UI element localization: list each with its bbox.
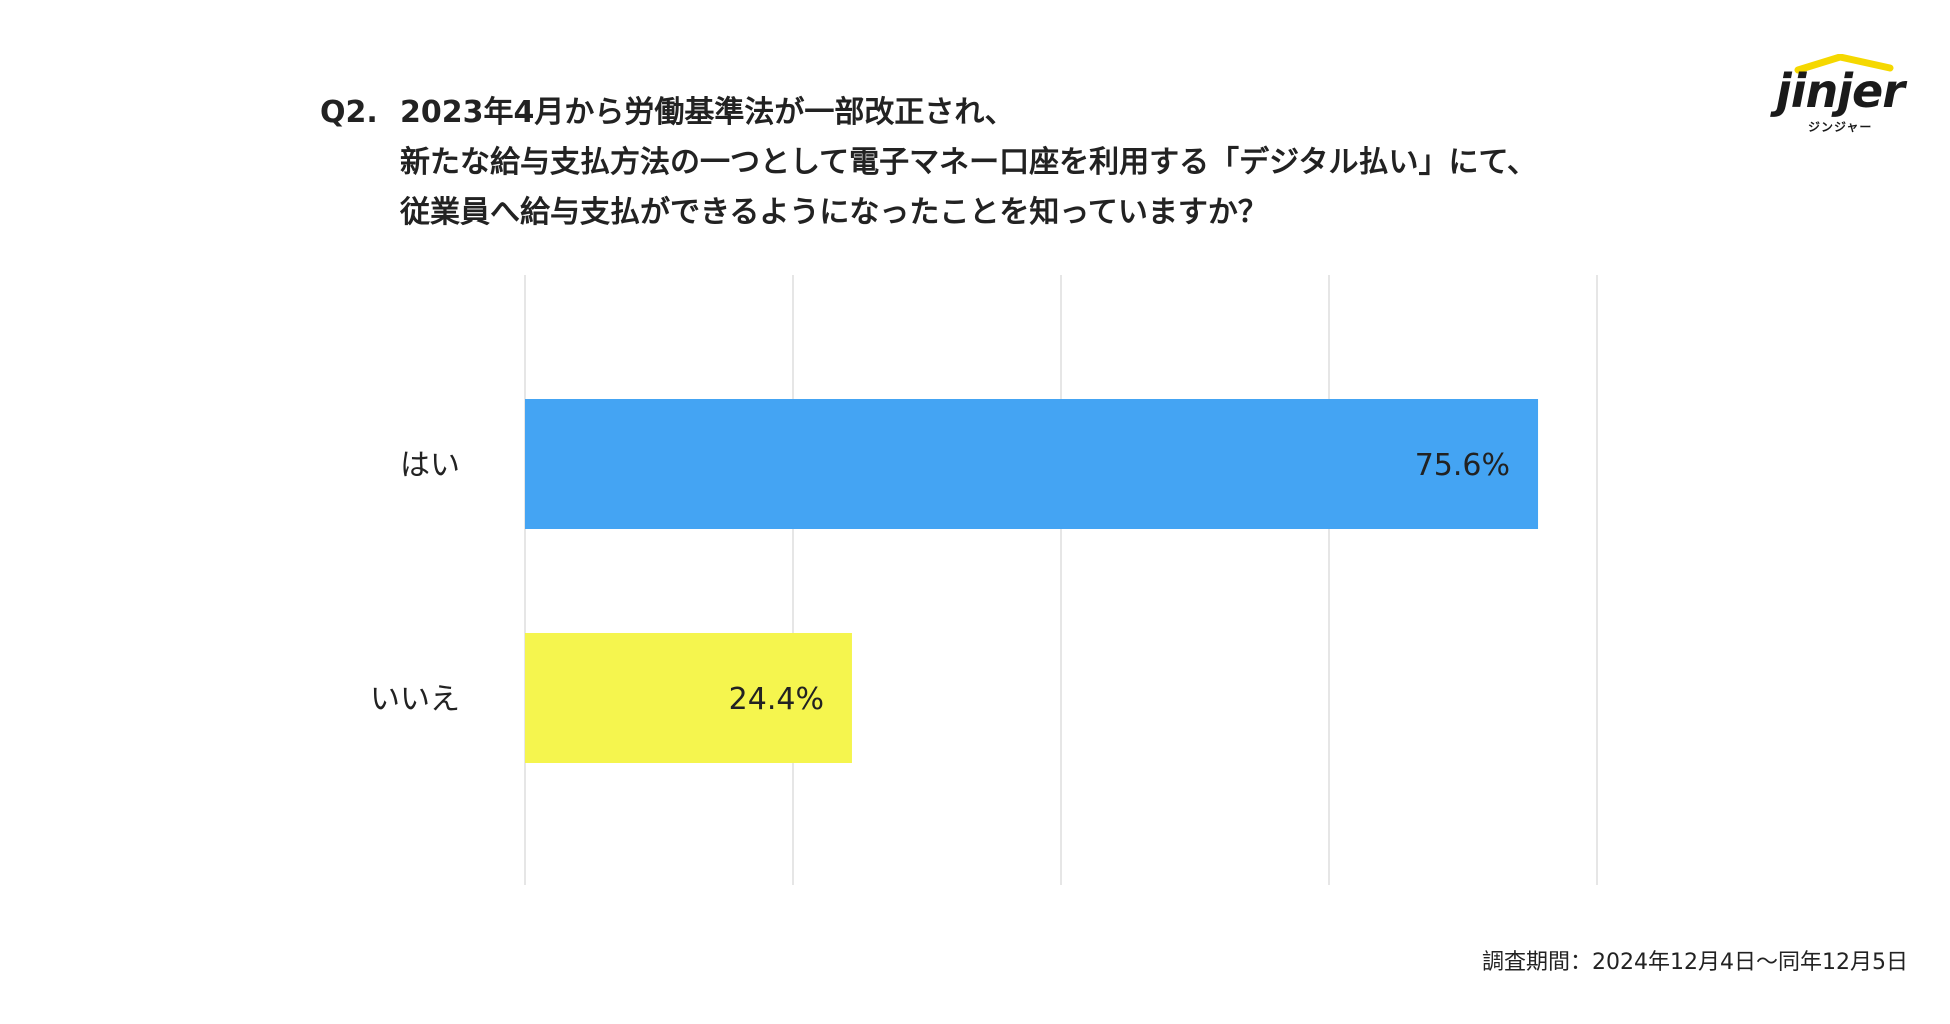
logo-kana: ジンジャー xyxy=(1808,120,1873,134)
category-label-no: いいえ xyxy=(370,682,460,717)
question-line-1: 2023年4月から労働基準法が一部改正され、 xyxy=(400,95,1015,130)
logo-wordmark: jinjer xyxy=(1776,64,1905,118)
question-number: Q2. xyxy=(320,95,378,130)
question-text: 2023年4月から労働基準法が一部改正され、 新たな給与支払方法の一つとして電子… xyxy=(400,88,1537,238)
question-line-3: 従業員へ給与支払ができるようになったことを知っていますか？ xyxy=(400,195,1268,230)
value-label-yes: 75.6% xyxy=(1415,448,1510,483)
value-label-no: 24.4% xyxy=(729,682,824,717)
bar-yes xyxy=(525,399,1539,529)
bar-no xyxy=(525,633,852,763)
question-line-2: 新たな給与支払方法の一つとして電子マネー口座を利用する「デジタル払い」にて、 xyxy=(400,145,1537,180)
logo-roof-icon xyxy=(1794,54,1894,74)
survey-period: 調査期間：2024年12月4日〜同年12月5日 xyxy=(1482,950,1908,975)
category-label-yes: はい xyxy=(400,448,460,483)
jinjer-logo: jinjer ジンジャー xyxy=(1776,54,1906,134)
